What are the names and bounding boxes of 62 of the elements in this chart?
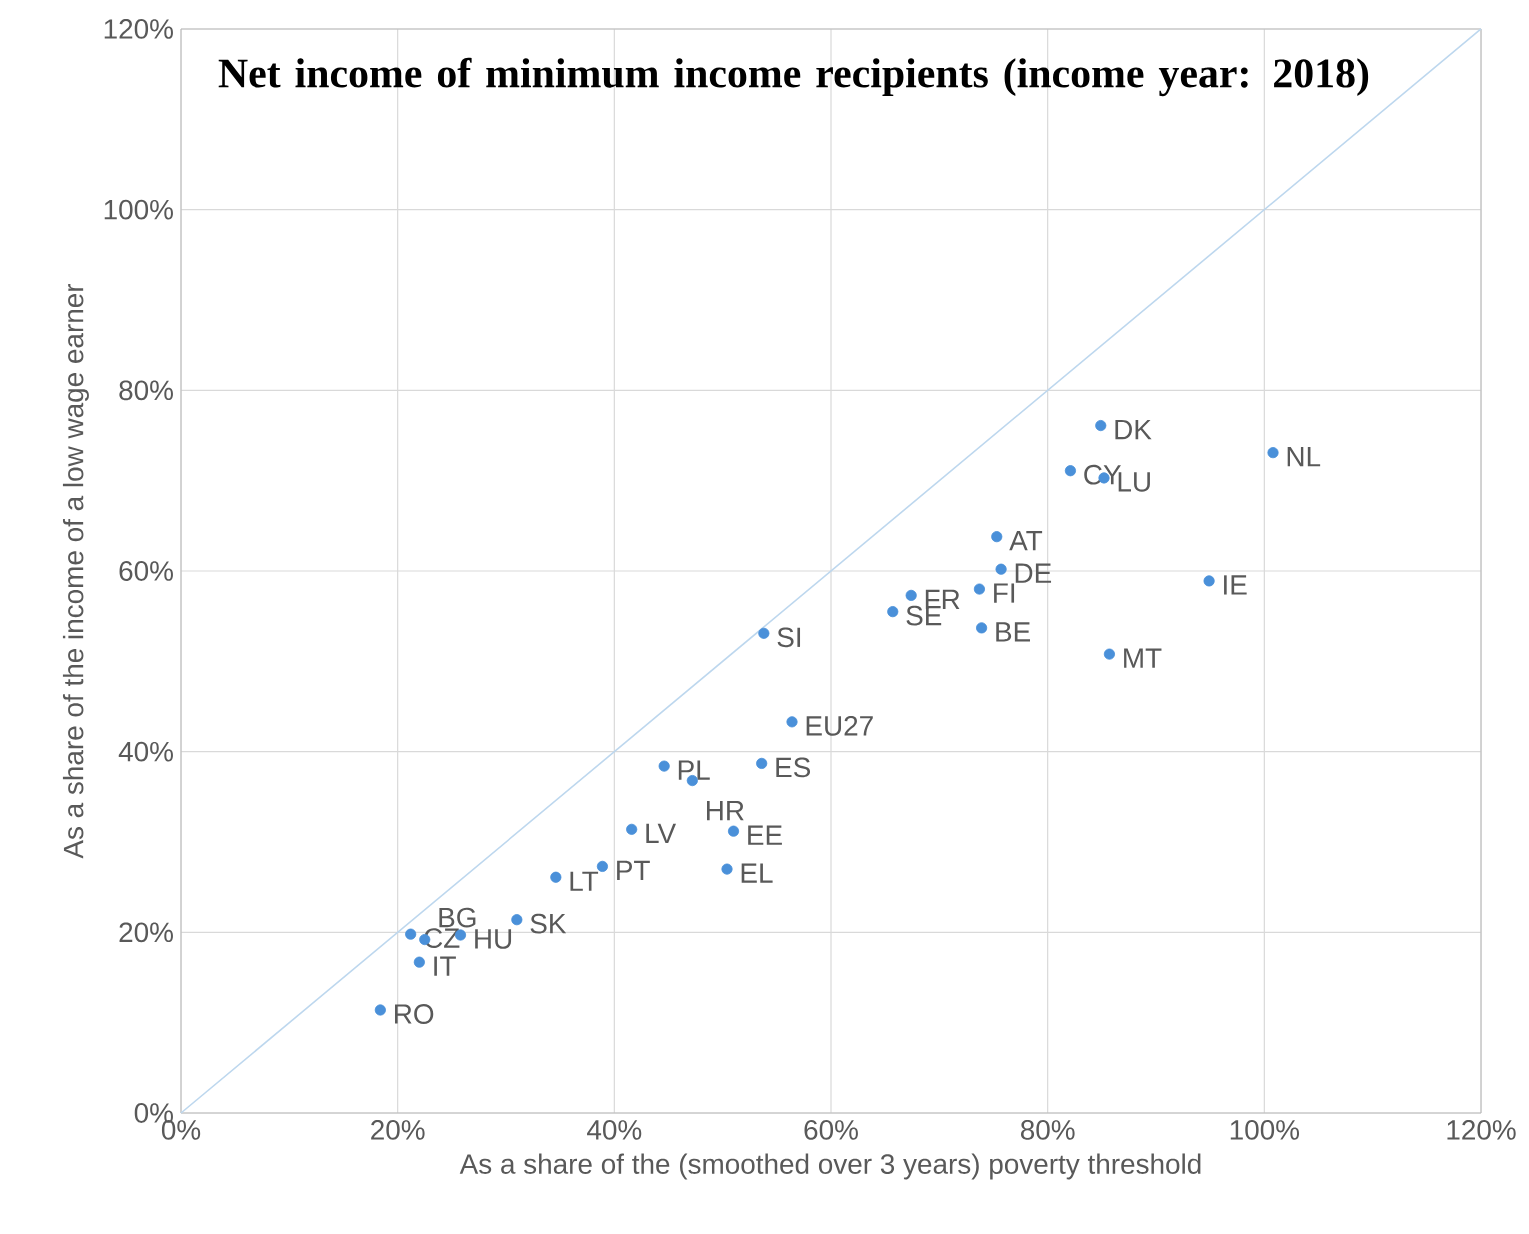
annotation: LV bbox=[646, 823, 677, 843]
annotation: BE bbox=[996, 622, 1030, 642]
annotation: PL bbox=[678, 760, 710, 780]
point bbox=[1203, 575, 1215, 587]
annotation: IT bbox=[434, 956, 456, 976]
point bbox=[995, 563, 1007, 575]
annotation: HR bbox=[707, 800, 744, 821]
point bbox=[596, 860, 608, 872]
point bbox=[405, 928, 417, 940]
y-tick-label: 80% bbox=[119, 380, 173, 401]
annotation: LT bbox=[570, 871, 599, 891]
point bbox=[550, 871, 562, 883]
annotation: MT bbox=[1124, 648, 1162, 668]
annotation: EL bbox=[741, 863, 773, 883]
annotation: EE bbox=[748, 825, 782, 845]
y-axis-title: As a share of the income of a low wage earner bbox=[62, 283, 89, 859]
annotation: AT bbox=[1009, 531, 1043, 551]
y-tick-label: 20% bbox=[119, 922, 173, 943]
x-tick-label: 60% bbox=[804, 1120, 858, 1140]
x-tick-label: 100% bbox=[1230, 1120, 1300, 1140]
y-tick-label: 40% bbox=[118, 741, 173, 762]
point bbox=[976, 622, 988, 634]
y-tick-label: 60% bbox=[119, 561, 173, 581]
x-tick-label: 20% bbox=[371, 1120, 425, 1140]
annotation: ES bbox=[776, 757, 811, 778]
x-tick-label: 40% bbox=[587, 1120, 642, 1140]
y-tick-label: 100% bbox=[104, 199, 173, 220]
annotation: HU bbox=[475, 929, 512, 949]
point bbox=[786, 716, 798, 728]
annotation: PT bbox=[617, 860, 650, 880]
x-tick-label: 120% bbox=[1447, 1120, 1516, 1140]
annotation: RO bbox=[395, 1004, 434, 1024]
point bbox=[1103, 648, 1116, 660]
point bbox=[1267, 447, 1279, 459]
annotation: SK bbox=[530, 913, 567, 934]
annotation: NL bbox=[1287, 447, 1321, 467]
point bbox=[721, 863, 733, 875]
point bbox=[973, 583, 986, 595]
annotation: FI bbox=[994, 583, 1015, 603]
annotation: BG bbox=[439, 907, 476, 928]
y-tick-label: 120% bbox=[104, 19, 173, 39]
point bbox=[1064, 465, 1077, 477]
point bbox=[626, 823, 638, 835]
text: Net income of minimum income recipients (income year: 2018) bbox=[218, 57, 1369, 97]
point bbox=[991, 531, 1003, 543]
x-tick-label: 80% bbox=[1020, 1120, 1075, 1140]
point bbox=[413, 956, 425, 968]
point bbox=[758, 627, 770, 639]
annotation: SI bbox=[777, 627, 801, 648]
point bbox=[374, 1004, 386, 1016]
point bbox=[1095, 419, 1107, 432]
point bbox=[756, 757, 768, 769]
point bbox=[905, 589, 917, 601]
annotation: IE bbox=[1224, 575, 1247, 595]
annotation: DE bbox=[1015, 563, 1052, 583]
annotation: EU27 bbox=[806, 715, 873, 736]
point bbox=[511, 914, 523, 926]
annotation: DK bbox=[1115, 419, 1152, 440]
point bbox=[658, 760, 670, 772]
point bbox=[727, 825, 740, 837]
point bbox=[887, 606, 899, 618]
x-axis-title: As a share of the (smoothed over 3 years) poverty threshold bbox=[459, 1153, 1201, 1180]
